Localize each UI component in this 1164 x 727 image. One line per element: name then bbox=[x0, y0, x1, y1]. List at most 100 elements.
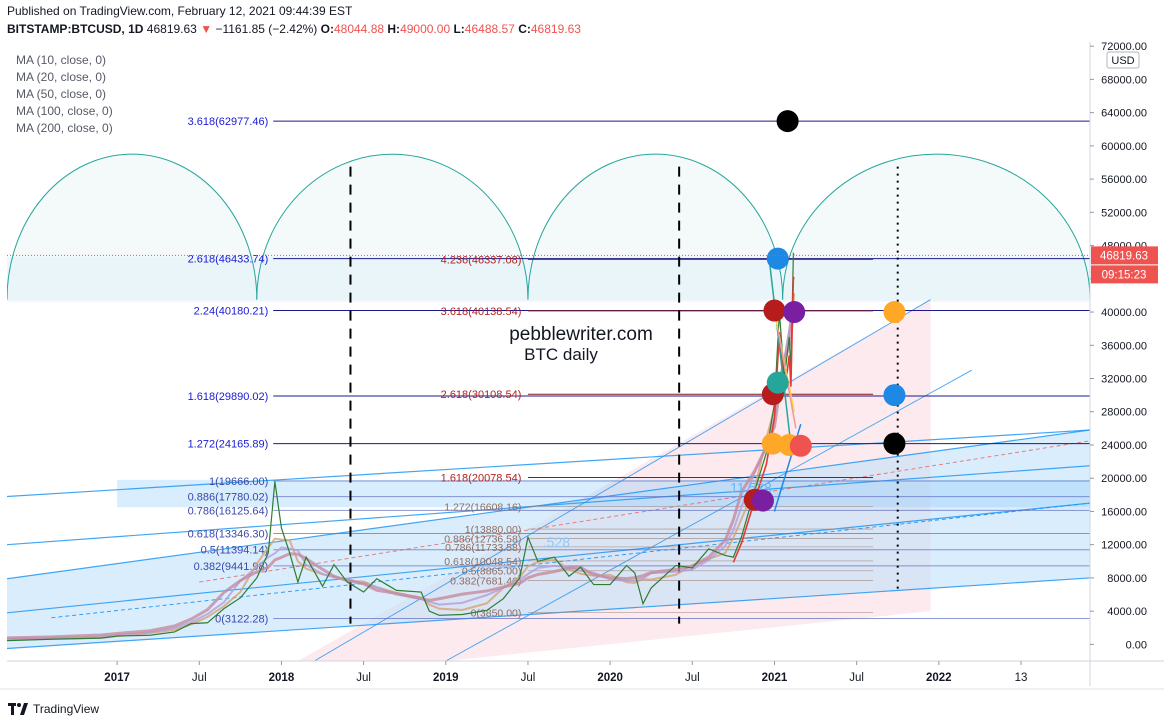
channel-red-dashed bbox=[199, 440, 1090, 583]
open-label: O: bbox=[320, 22, 334, 36]
marker-circle-12 bbox=[883, 384, 906, 407]
x-tick-label-8: 2021 bbox=[762, 672, 788, 684]
cycle-arc-3 bbox=[782, 153, 1090, 300]
published-text: Published on TradingView.com, February 1… bbox=[7, 4, 353, 18]
channel-line-5 bbox=[314, 299, 931, 661]
y-tick-label-8: 32000.00 bbox=[1101, 374, 1147, 386]
x-tick-label-2: 2018 bbox=[269, 672, 295, 684]
x-tick-label-5: Jul bbox=[521, 672, 536, 684]
fib-right-label-2: 2.618(30108.54) bbox=[441, 389, 522, 401]
close-label: C: bbox=[518, 22, 531, 36]
y-tick-label-2: 8000.00 bbox=[1107, 573, 1147, 585]
low-value: 46488.57 bbox=[464, 22, 515, 36]
x-tick-label-3: Jul bbox=[356, 672, 371, 684]
y-tick-label-3: 12000.00 bbox=[1101, 540, 1147, 552]
fib-right-label-3: 1.618(20078.54) bbox=[441, 473, 522, 485]
price-low-line bbox=[732, 274, 795, 563]
fib-right-label-8: 0.618(10048.54) bbox=[444, 556, 521, 568]
tradingview-brand[interactable]: TradingView bbox=[33, 702, 100, 716]
fib-left-label-0: 3.618(62977.46) bbox=[188, 116, 269, 128]
cycle-arc-2 bbox=[527, 153, 784, 300]
y-tick-label-6: 24000.00 bbox=[1101, 440, 1147, 452]
y-tick-label-18: 72000.00 bbox=[1101, 41, 1147, 53]
marker-circle-3 bbox=[783, 301, 806, 324]
published-line: Published on TradingView.com, February 1… bbox=[7, 4, 352, 18]
fib-right-label-11: 0(3850.00) bbox=[471, 607, 522, 619]
currency-label: USD bbox=[1111, 55, 1134, 67]
fib-left-label-1: 2.618(46433.74) bbox=[188, 254, 269, 266]
x-tick-label-9: Jul bbox=[849, 672, 864, 684]
down-arrow-icon: ▼ bbox=[200, 22, 213, 36]
indicator-ma100[interactable]: MA (100, close, 0) bbox=[16, 104, 113, 118]
blue-channel-band bbox=[7, 430, 1090, 649]
y-tick-label-14: 56000.00 bbox=[1101, 174, 1147, 186]
indicator-ma50[interactable]: MA (50, close, 0) bbox=[16, 87, 107, 101]
x-tick-label-1: Jul bbox=[192, 672, 207, 684]
y-tick-label-9: 36000.00 bbox=[1101, 340, 1147, 352]
cycle-arc-0 bbox=[7, 153, 258, 300]
channel-line-3 bbox=[7, 465, 1090, 546]
indicator-ma200[interactable]: MA (200, close, 0) bbox=[16, 121, 113, 135]
open-value: 48044.88 bbox=[333, 22, 385, 36]
moving-average-0 bbox=[7, 293, 796, 641]
fib-right-label-10: 0.382(7681.46) bbox=[450, 576, 521, 588]
currency-badge bbox=[1106, 51, 1140, 69]
marker-circle-1 bbox=[766, 247, 789, 270]
marker-circle-10 bbox=[751, 489, 774, 512]
fib-zone-band bbox=[117, 479, 1090, 508]
y-tick-label-16: 64000.00 bbox=[1101, 108, 1147, 120]
y-tick-label-1: 4000.00 bbox=[1107, 606, 1147, 618]
indicator-ma10[interactable]: MA (10, close, 0) bbox=[16, 53, 107, 67]
x-tick-label-7: Jul bbox=[685, 672, 700, 684]
marker-circle-6 bbox=[761, 432, 784, 455]
marker-circle-8 bbox=[789, 434, 812, 457]
x-tick-label-11: 13 bbox=[1015, 672, 1028, 684]
channel-label-1: .528 bbox=[543, 534, 570, 550]
fib-left-label-10: 0.382(9441.98) bbox=[194, 561, 269, 573]
y-tick-label-17: 68000.00 bbox=[1101, 74, 1147, 86]
price-line bbox=[7, 251, 795, 642]
symbol-label[interactable]: BITSTAMP:BTCUSD, 1D bbox=[7, 22, 144, 36]
fib-left-label-7: 0.786(16125.64) bbox=[188, 505, 269, 517]
fib-right-label-7: 0.786(11733.58) bbox=[445, 542, 521, 554]
channel-line-2 bbox=[7, 502, 1090, 614]
channel-line-4 bbox=[7, 429, 1090, 498]
change-value: −1161.85 (−2.42%) bbox=[215, 22, 318, 36]
x-tick-label-6: 2020 bbox=[597, 672, 623, 684]
moving-average-2 bbox=[7, 314, 796, 640]
chart-title: pebblewriter.com bbox=[509, 324, 653, 345]
fib-right-label-5: 1(13880.00) bbox=[465, 524, 522, 536]
marker-circle-2 bbox=[763, 299, 786, 322]
fib-right-label-6: 0.886(12736.58) bbox=[444, 534, 521, 546]
high-value: 49000.00 bbox=[400, 22, 451, 36]
marker-circle-5 bbox=[766, 371, 789, 394]
countdown-box bbox=[1091, 265, 1158, 284]
fib-right-label-1: 3.618(40138.54) bbox=[441, 306, 522, 318]
fib-left-label-5: 1(19666.00) bbox=[209, 476, 268, 488]
footer: TradingView bbox=[8, 702, 99, 716]
cycle-arc-1 bbox=[256, 153, 529, 300]
fib-left-label-6: 0.886(17780.02) bbox=[188, 492, 269, 504]
fib-right-label-9: 0.5(8865.00) bbox=[462, 566, 522, 578]
high-label: H: bbox=[387, 22, 401, 36]
fib-left-label-11: 0(3122.28) bbox=[215, 613, 268, 625]
channel-line-0 bbox=[7, 429, 1090, 580]
y-tick-label-7: 28000.00 bbox=[1101, 407, 1147, 419]
last-price: 46819.63 bbox=[146, 22, 197, 36]
marker-circle-11 bbox=[883, 301, 906, 324]
fib-left-label-2: 2.24(40180.21) bbox=[194, 306, 269, 318]
last-price-box bbox=[1091, 246, 1158, 265]
marker-circle-13 bbox=[883, 432, 906, 455]
tradingview-logo-icon bbox=[8, 703, 28, 715]
target-zone-band bbox=[7, 256, 1090, 302]
y-tick-label-13: 52000.00 bbox=[1101, 207, 1147, 219]
close-value: 46819.63 bbox=[530, 22, 581, 36]
channel-line-1 bbox=[7, 577, 1090, 650]
indicator-ma20[interactable]: MA (20, close, 0) bbox=[16, 70, 107, 84]
plot-area: 3.618(62977.46) 2.618(46433.74) 2.24(40180… bbox=[7, 110, 1090, 661]
fib-left-label-4: 1.272(24165.89) bbox=[188, 439, 269, 451]
last-price-axis-label: 46819.63 bbox=[1100, 250, 1148, 262]
x-tick-label-0: 2017 bbox=[104, 672, 130, 684]
chart-subtitle: BTC daily bbox=[524, 345, 598, 364]
